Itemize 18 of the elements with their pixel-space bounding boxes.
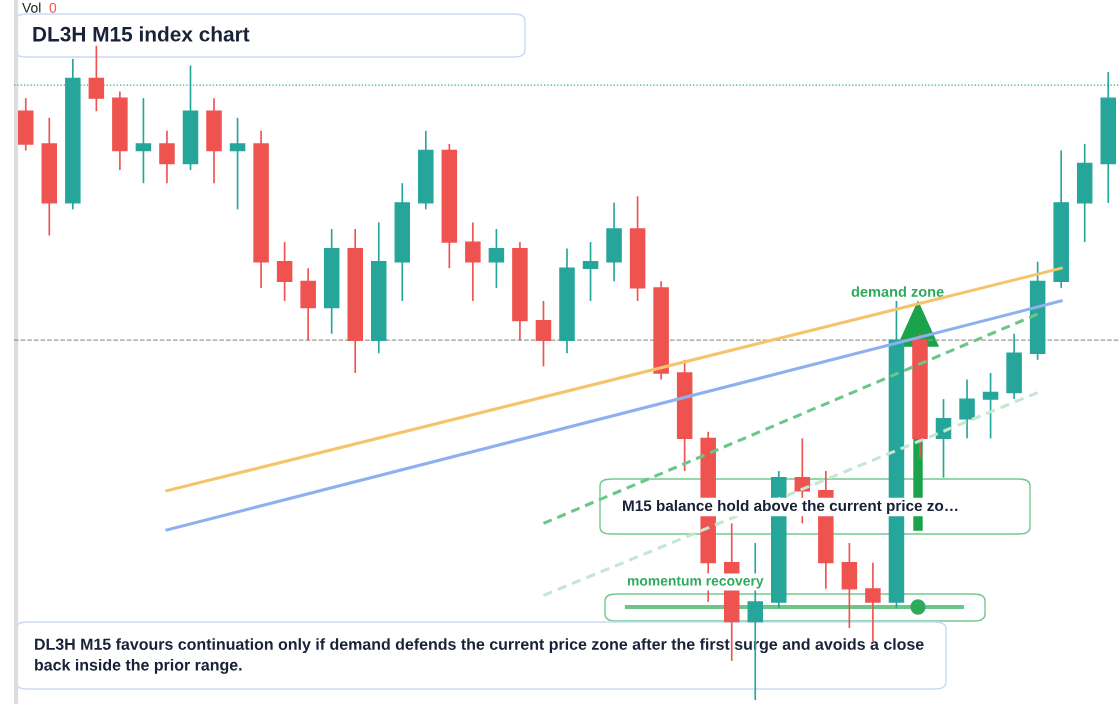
chart-title: DL3H M15 index chart (33, 26, 250, 42)
annotation: momentum recovery (627, 576, 764, 589)
candlestick (135, 97, 152, 185)
candlestick (159, 130, 175, 185)
candlestick (488, 228, 505, 289)
annotation: demand zone (851, 286, 944, 297)
candlestick (535, 300, 552, 368)
candlestick (229, 116, 246, 211)
annotation: M15 balance hold above the current price zo… (623, 499, 958, 515)
candlestick (865, 561, 881, 643)
candlestick (276, 241, 293, 302)
text: Vol (22, 2, 41, 13)
text: 0 (49, 2, 57, 13)
candlestick (959, 378, 975, 440)
candlestick (88, 44, 105, 113)
candlestick (982, 372, 999, 440)
candlestick (582, 241, 599, 302)
candlestick (465, 221, 481, 302)
